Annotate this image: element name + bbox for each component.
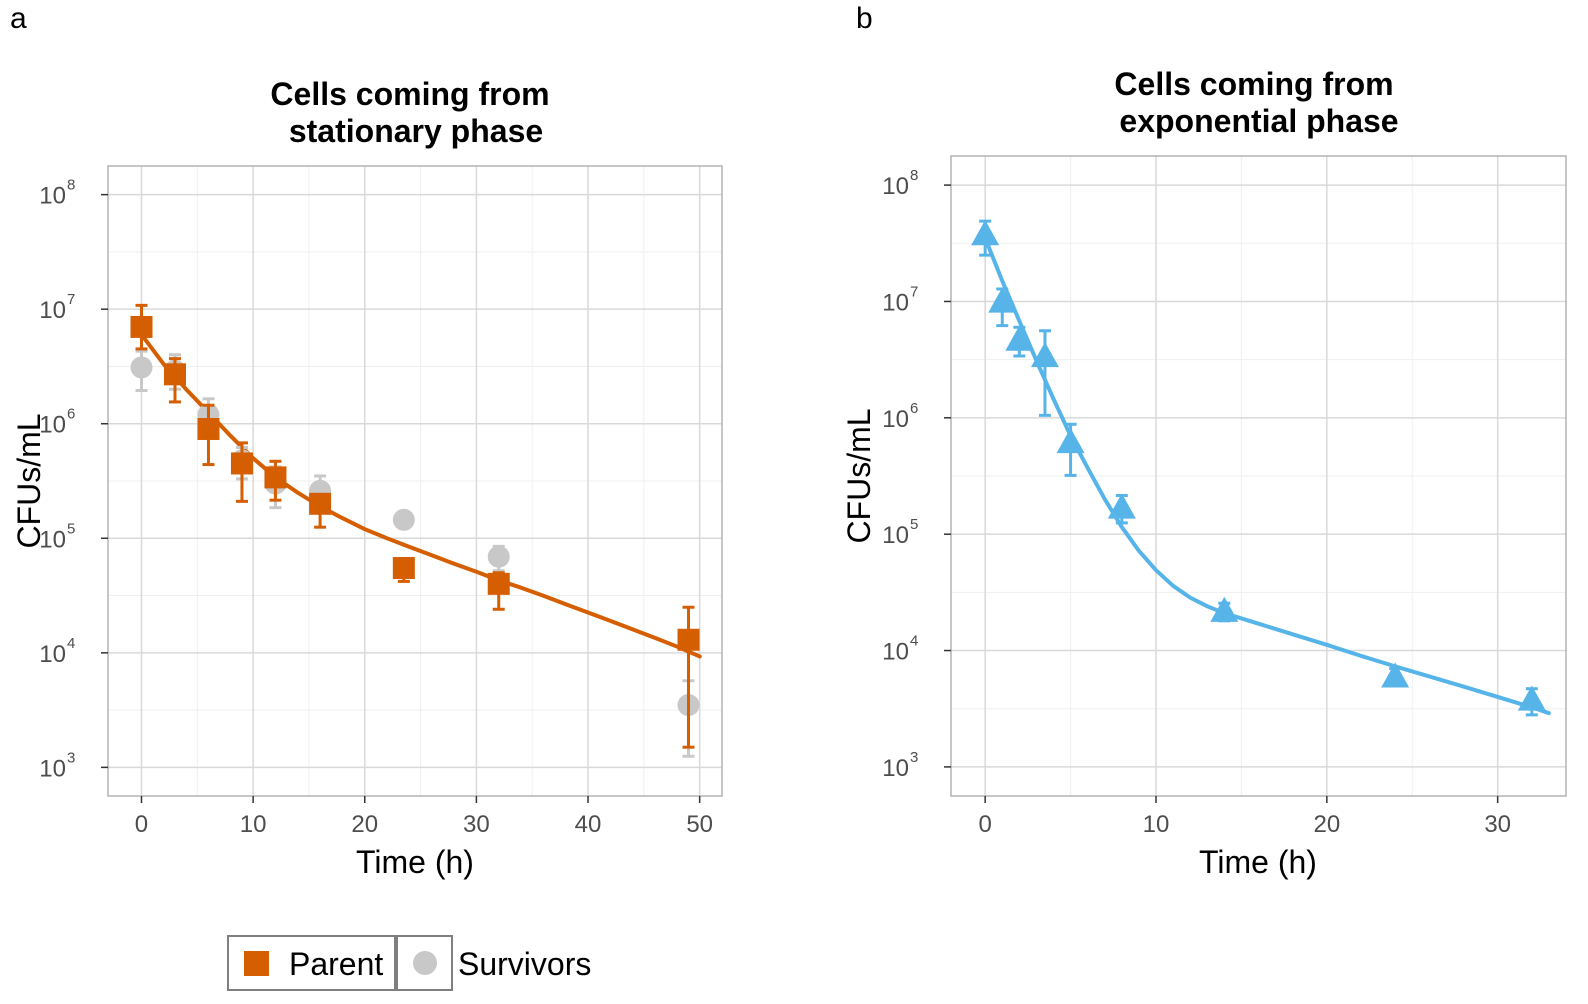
grid (951, 156, 1566, 796)
y-axis-label: CFUs/mL (11, 413, 47, 548)
data-point-exponential (1210, 596, 1239, 622)
data-point-exponential (1517, 685, 1546, 711)
data-point-exponential (1107, 493, 1136, 519)
panel-border (107, 165, 723, 797)
data-point-exponential (988, 287, 1017, 313)
x-axis-label: Time (h) (1199, 844, 1317, 880)
data-point-parent (264, 466, 287, 489)
chart-panel-a: Cells coming from stationary phase 0 10 20… (11, 76, 723, 880)
data-point-parent (309, 492, 332, 515)
x-tick-label: 20 (351, 811, 378, 838)
y-tick-label-base: 10 (39, 297, 66, 324)
y-tick-label-base: 10 (39, 526, 66, 553)
data-point-parent (230, 452, 253, 475)
chart-title-line-2: exponential phase (1119, 103, 1398, 139)
x-tick-label: 0 (978, 811, 991, 838)
chart-title-line-2: stationary phase (289, 113, 543, 149)
chart-title-line-1: Cells coming from (1114, 66, 1393, 102)
x-tick-label: 30 (463, 811, 490, 838)
x-tick-label: 20 (1313, 811, 1340, 838)
y-tick-label-base: 10 (882, 406, 909, 433)
y-tick-label-exponent: 3 (67, 749, 75, 766)
chart-title-line-1: Cells coming from (270, 76, 549, 112)
y-tick-label-exponent: 7 (67, 291, 75, 308)
x-tick-label: 50 (686, 811, 713, 838)
y-tick-label-base: 10 (39, 641, 66, 668)
data-point-parent (197, 417, 220, 440)
y-tick-label-exponent: 4 (67, 635, 75, 652)
data-point-parent (392, 557, 415, 580)
y-tick-label-base: 10 (39, 412, 66, 439)
legend-label-survivors: Survivors (458, 946, 591, 982)
data-point-survivors (487, 545, 510, 568)
x-tick-label: 0 (135, 811, 148, 838)
data-point-survivors (392, 508, 415, 531)
data-marks (130, 303, 702, 758)
data-point-exponential (971, 219, 1000, 246)
y-tick-label-exponent: 7 (910, 283, 918, 300)
fit-line-exponential (983, 236, 1551, 716)
x-tick-label: 40 (575, 811, 602, 838)
fit-line-parent (139, 332, 702, 659)
y-tick-label-exponent: 6 (67, 406, 75, 423)
panel-border (950, 155, 1567, 797)
y-tick-label-base: 10 (882, 289, 909, 316)
grid (108, 166, 722, 796)
y-tick-label-base: 10 (882, 639, 909, 666)
y-tick-label-exponent: 3 (910, 749, 918, 766)
y-tick-label-base: 10 (882, 522, 909, 549)
panel-letter-a: a (10, 2, 27, 35)
x-tick-label: 10 (240, 811, 267, 838)
y-tick-label-exponent: 8 (67, 177, 75, 194)
data-point-parent (677, 628, 700, 651)
x-tick-label: 10 (1143, 811, 1170, 838)
data-point-survivors (130, 356, 153, 379)
y-tick-label-exponent: 5 (67, 520, 75, 537)
y-tick-label-exponent: 4 (910, 633, 918, 650)
data-point-parent (130, 315, 153, 338)
y-tick-label-base: 10 (882, 755, 909, 782)
data-marks (971, 219, 1551, 717)
legend-survivors-circle (413, 951, 437, 975)
panel-letter-b: b (856, 2, 873, 35)
data-point-parent (163, 363, 186, 386)
data-point-exponential (1030, 341, 1059, 368)
chart-panel-b: Cells coming from exponential phase 0 10 2… (841, 66, 1567, 880)
legend: Parent Survivors (227, 935, 591, 991)
data-point-exponential (1005, 325, 1034, 351)
legend-key-survivors (396, 935, 453, 991)
legend-key-parent (227, 935, 396, 991)
y-tick-label-exponent: 8 (910, 167, 918, 184)
x-axis-label: Time (h) (356, 844, 474, 880)
y-tick-label-exponent: 6 (910, 400, 918, 417)
legend-label-parent: Parent (289, 946, 383, 982)
y-tick-label-base: 10 (39, 183, 66, 210)
x-tick-label: 30 (1484, 811, 1511, 838)
y-tick-label-base: 10 (39, 755, 66, 782)
y-tick-label-exponent: 5 (910, 516, 918, 533)
data-point-exponential (1381, 662, 1410, 688)
legend-parent-square (244, 951, 269, 976)
data-point-parent (487, 572, 510, 595)
y-axis-label: CFUs/mL (841, 408, 877, 543)
y-tick-label-base: 10 (882, 173, 909, 200)
data-point-exponential (1056, 427, 1085, 454)
